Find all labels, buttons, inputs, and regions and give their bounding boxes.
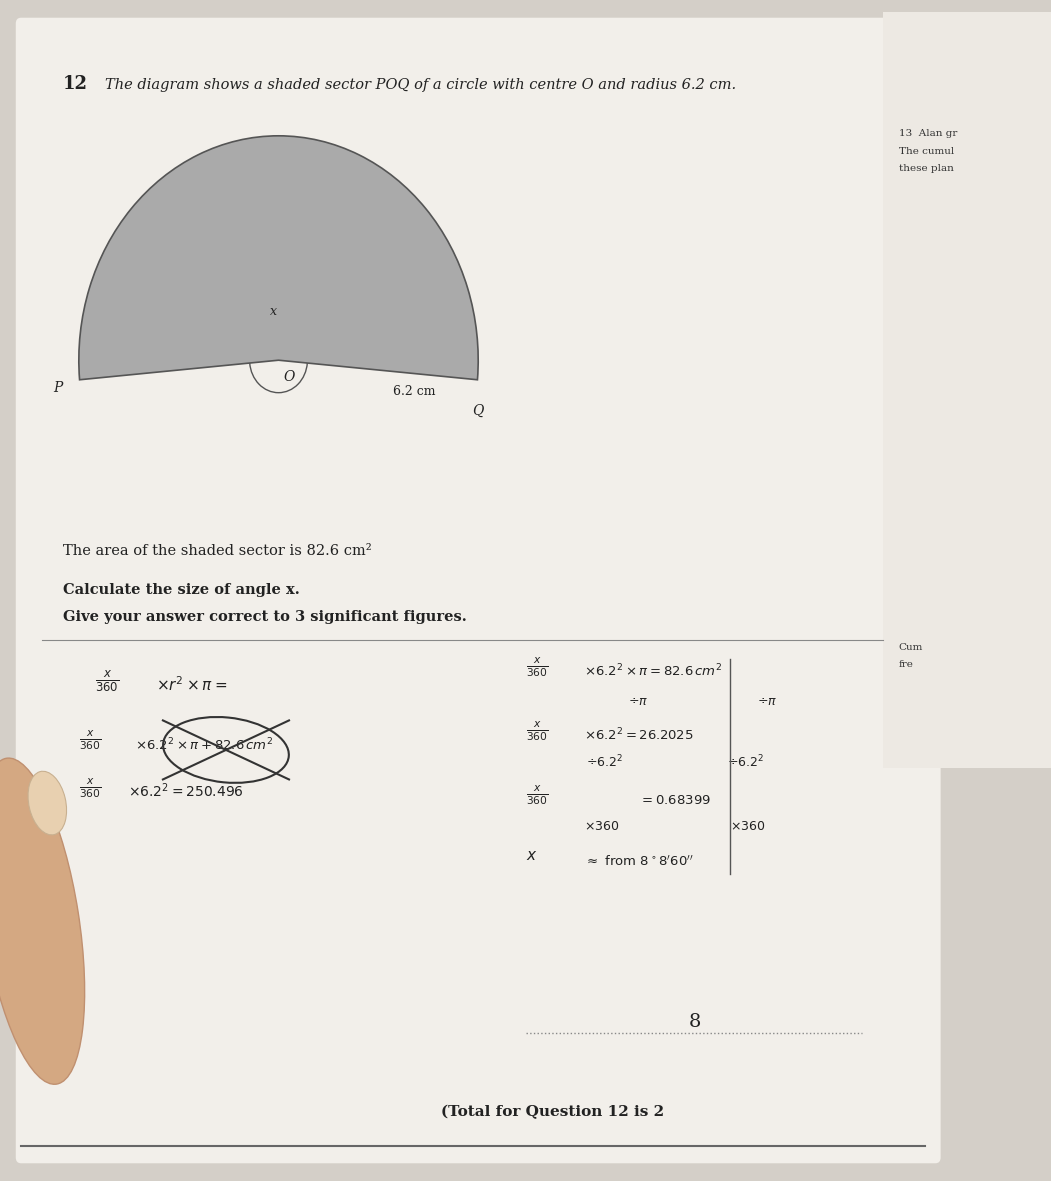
Text: $\times 6.2^2 \times \pi + 82.6\,cm^2$: $\times 6.2^2 \times \pi + 82.6\,cm^2$ (135, 736, 273, 753)
Text: $\frac{x}{360}$: $\frac{x}{360}$ (526, 783, 548, 807)
FancyBboxPatch shape (883, 12, 1051, 768)
Ellipse shape (28, 771, 66, 835)
Text: 13  Alan gr: 13 Alan gr (899, 129, 957, 138)
Text: (Total for Question 12 is 2: (Total for Question 12 is 2 (441, 1104, 664, 1120)
Text: 12: 12 (63, 74, 88, 92)
Text: 6.2 cm: 6.2 cm (393, 385, 436, 398)
Text: Q: Q (472, 404, 483, 418)
Text: $\approx$ from $8^\circ 8'60''$: $\approx$ from $8^\circ 8'60''$ (584, 854, 694, 869)
Text: $\times 6.2^2 \times \pi = 82.6\,cm^2$: $\times 6.2^2 \times \pi = 82.6\,cm^2$ (584, 663, 723, 680)
Text: $\div\pi$: $\div\pi$ (757, 696, 777, 709)
Text: $\div\pi$: $\div\pi$ (628, 696, 648, 709)
Text: $\times 360$: $\times 360$ (730, 821, 766, 834)
Text: P: P (54, 380, 63, 394)
Text: $\div 6.2^2$: $\div 6.2^2$ (727, 753, 764, 771)
Text: $= 0.68399$: $= 0.68399$ (639, 795, 712, 808)
Text: $\times r^2 \times \pi =$: $\times r^2 \times \pi =$ (156, 676, 227, 694)
Text: $\div 6.2^2$: $\div 6.2^2$ (586, 753, 623, 771)
Text: Give your answer correct to 3 significant figures.: Give your answer correct to 3 significan… (63, 611, 467, 625)
Text: $\times 6.2^2 = 250.496$: $\times 6.2^2 = 250.496$ (128, 782, 244, 801)
Text: these plan: these plan (899, 164, 953, 174)
Text: $\frac{x}{360}$: $\frac{x}{360}$ (95, 668, 119, 693)
Text: $\frac{x}{360}$: $\frac{x}{360}$ (79, 729, 101, 752)
Text: O: O (284, 371, 295, 385)
Wedge shape (79, 136, 478, 380)
Text: Cum: Cum (899, 642, 923, 652)
Text: The diagram shows a shaded sector POQ of a circle with centre O and radius 6.2 c: The diagram shows a shaded sector POQ of… (105, 78, 736, 92)
Ellipse shape (0, 758, 85, 1084)
Text: fre: fre (899, 660, 913, 670)
Text: $x$: $x$ (526, 848, 537, 863)
Text: 8: 8 (688, 1013, 701, 1031)
FancyBboxPatch shape (16, 18, 941, 1163)
Text: x: x (270, 306, 277, 319)
Text: The cumul: The cumul (899, 146, 954, 156)
Text: The area of the shaded sector is 82.6 cm²: The area of the shaded sector is 82.6 cm… (63, 544, 372, 559)
Text: $\frac{x}{360}$: $\frac{x}{360}$ (79, 776, 101, 800)
Text: $\times 360$: $\times 360$ (584, 821, 620, 834)
Text: $\frac{x}{360}$: $\frac{x}{360}$ (526, 655, 548, 679)
Text: $\frac{x}{360}$: $\frac{x}{360}$ (526, 719, 548, 743)
Text: $\times 6.2^2 = 26.2025$: $\times 6.2^2 = 26.2025$ (584, 726, 694, 744)
Text: Calculate the size of angle x.: Calculate the size of angle x. (63, 583, 300, 598)
